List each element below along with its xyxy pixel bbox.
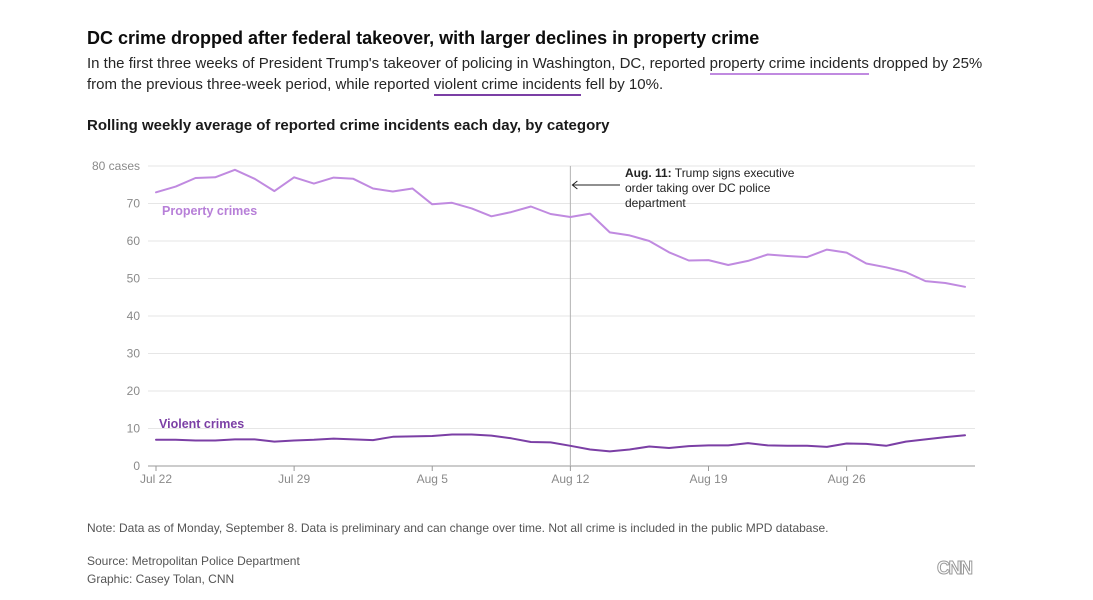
gridlines — [148, 165, 975, 429]
x-tick-label: Aug 12 — [551, 472, 589, 486]
y-tick-label: 0 — [133, 459, 140, 473]
series-label-property: Property crimes — [162, 204, 257, 218]
annotation-text-line2: order taking over DC police — [625, 181, 771, 195]
annotation-date: Aug. 11: — [625, 166, 672, 180]
y-tick-label: 60 — [127, 234, 141, 248]
chart-subtitle: Rolling weekly average of reported crime… — [87, 117, 610, 134]
y-tick-label: 80 cases — [92, 159, 140, 173]
x-tick-label: Aug 26 — [828, 472, 866, 486]
y-axis: 0 10 20 30 40 50 60 70 80 cases — [92, 159, 140, 473]
x-tick-label: Aug 19 — [689, 472, 727, 486]
source-line: Source: Metropolitan Police Department — [87, 554, 300, 568]
series-label-violent: Violent crimes — [159, 417, 244, 431]
property-crimes-line — [155, 168, 966, 288]
x-tick-label: Jul 22 — [140, 472, 172, 486]
chart-title: DC crime dropped after federal takeover,… — [87, 28, 760, 48]
dek-text-2: dropped by 25% from the previous three-w… — [87, 55, 983, 93]
cnn-logo: CNN — [937, 558, 974, 579]
annotation-text-line3: department — [625, 196, 686, 210]
x-tick-label: Aug 5 — [417, 472, 449, 486]
credit-line: Graphic: Casey Tolan, CNN — [87, 572, 235, 586]
y-tick-label: 10 — [127, 422, 141, 436]
y-tick-label: 50 — [127, 272, 141, 286]
dek-text-3: fell by 10%. — [581, 76, 664, 93]
dek-text-1: In the first three weeks of President Tr… — [87, 55, 710, 72]
x-tick-label: Jul 29 — [278, 472, 310, 486]
annotation-text-line1: Aug. 11: Trump signs executive — [625, 166, 795, 180]
annotation: Aug. 11: Trump signs executive order tak… — [569, 166, 795, 466]
series-group — [155, 168, 966, 453]
y-tick-label: 30 — [127, 347, 141, 361]
annotation-arrowhead — [571, 180, 578, 190]
annotation-line1-rest: Trump signs executive — [672, 166, 795, 180]
x-axis: Jul 22 Jul 29 Aug 5 Aug 12 Aug 19 Aug 26 — [140, 465, 975, 486]
y-tick-label: 20 — [127, 384, 141, 398]
violent-crimes-line — [155, 433, 966, 453]
cnn-logo-text: CNN — [937, 558, 972, 578]
y-tick-label: 40 — [127, 309, 141, 323]
chart-dek: In the first three weeks of President Tr… — [87, 53, 987, 96]
dek-highlight-violent: violent crime incidents — [433, 76, 582, 96]
y-tick-label: 70 — [127, 197, 141, 211]
footnote: Note: Data as of Monday, September 8. Da… — [87, 521, 829, 535]
dek-highlight-property: property crime incidents — [709, 55, 869, 75]
